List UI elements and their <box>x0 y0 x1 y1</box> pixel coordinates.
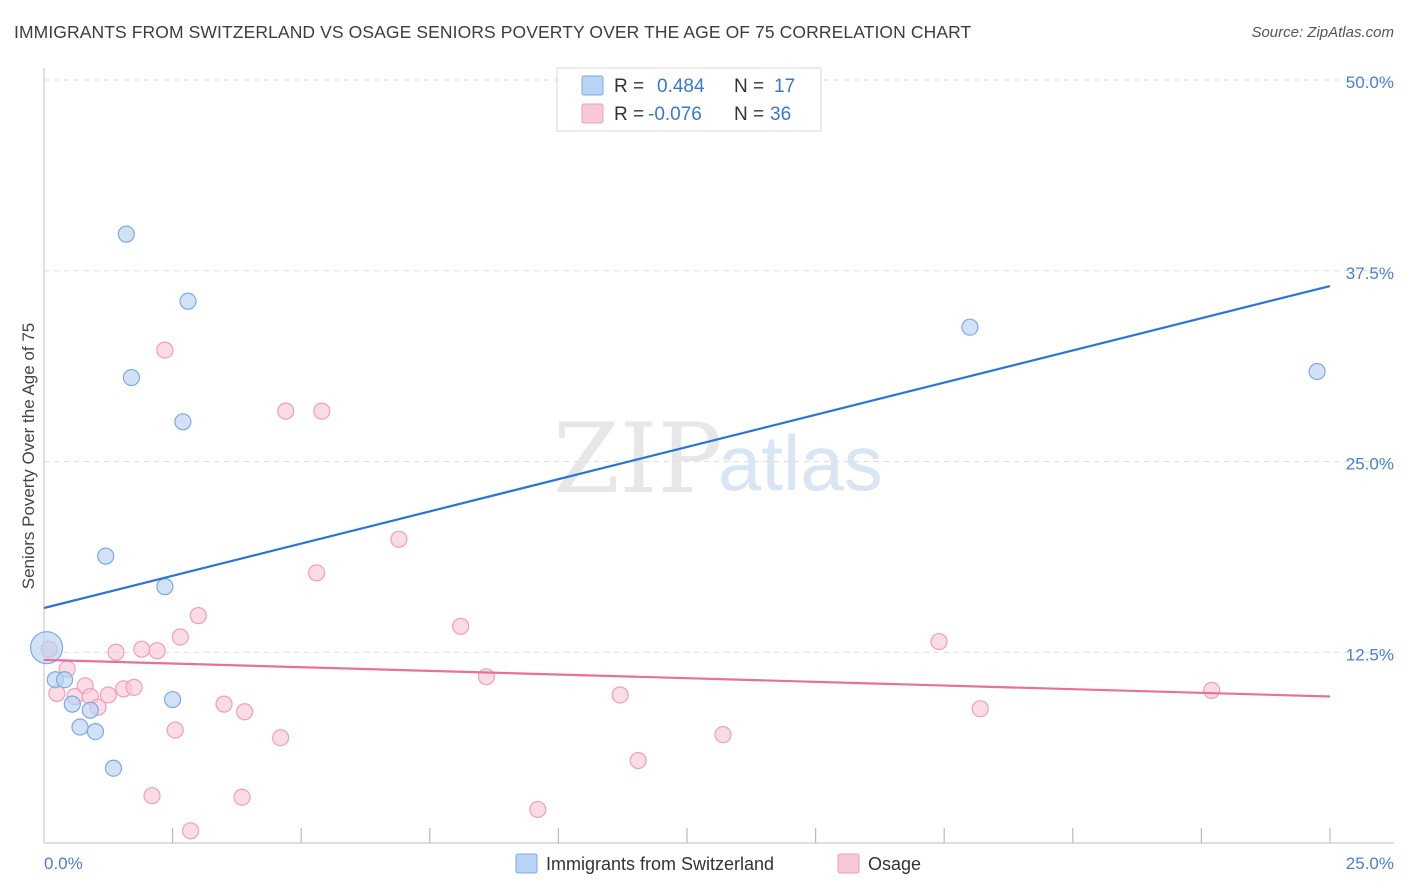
switzerland-point <box>97 547 115 565</box>
switzerland-trend-line <box>43 284 1331 610</box>
osage-point <box>308 564 326 582</box>
osage-point <box>477 668 495 686</box>
switzerland-point <box>179 292 197 310</box>
legend-pink-r-label: R = <box>614 104 644 125</box>
legend-pink-r-value: -0.076 <box>648 104 702 125</box>
series-legend-label-switzerland: Immigrants from Switzerland <box>546 854 774 874</box>
y-tick-label: 50.0% <box>1346 73 1394 92</box>
series-legend-swatch-pink <box>837 853 860 874</box>
osage-point <box>529 800 547 819</box>
switzerland-point <box>71 718 89 736</box>
osage-points <box>40 341 1221 840</box>
gridlines <box>44 79 1394 653</box>
switzerland-point <box>117 225 135 243</box>
osage-point <box>272 729 290 747</box>
stats-legend: R = 0.484 N = 17 R = -0.076 N = 36 <box>556 67 822 132</box>
series-legend: Immigrants from Switzerland Osage <box>515 853 921 874</box>
switzerland-point <box>164 690 182 709</box>
osage-point <box>182 822 200 840</box>
legend-swatch-pink <box>581 103 604 124</box>
osage-point <box>215 695 233 713</box>
osage-point <box>313 402 331 420</box>
legend-blue-r-value: 0.484 <box>657 76 705 97</box>
legend-blue-n-label: N = <box>734 76 764 97</box>
osage-point <box>156 341 174 359</box>
osage-point <box>189 607 207 625</box>
osage-point <box>629 751 647 770</box>
osage-point <box>277 402 295 420</box>
osage-point <box>390 530 408 548</box>
switzerland-point <box>1308 362 1326 381</box>
osage-point <box>148 642 166 660</box>
y-tick-labels: 12.5% 25.0% 37.5% 50.0% <box>1346 73 1394 664</box>
osage-point <box>99 686 117 704</box>
switzerland-point <box>63 695 81 713</box>
osage-point <box>233 788 251 806</box>
x-ticks <box>172 828 1331 843</box>
osage-point <box>107 643 125 661</box>
switzerland-point <box>961 318 979 336</box>
osage-point <box>714 726 732 744</box>
osage-trend-line <box>43 658 1331 698</box>
osage-point <box>452 617 470 635</box>
legend-blue-n-value: 17 <box>774 76 795 97</box>
osage-point <box>166 721 184 739</box>
osage-point <box>611 686 629 704</box>
y-tick-label: 25.0% <box>1346 455 1394 474</box>
series-legend-label-osage: Osage <box>868 854 921 874</box>
switzerland-point <box>104 759 123 777</box>
osage-point <box>171 628 189 646</box>
legend-blue-r-label: R = <box>614 76 644 97</box>
switzerland-point <box>29 631 64 665</box>
y-tick-label: 37.5% <box>1346 264 1394 283</box>
watermark: ZIP atlas <box>553 403 883 515</box>
series-legend-swatch-blue <box>515 853 538 874</box>
osage-point <box>133 640 151 658</box>
axes <box>43 68 1394 844</box>
osage-point <box>125 678 143 696</box>
x-tick-label-max: 25.0% <box>1346 854 1394 873</box>
legend-swatch-blue <box>581 75 604 96</box>
switzerland-point <box>156 578 174 596</box>
x-tick-label-min: 0.0% <box>44 854 83 873</box>
switzerland-point <box>122 368 141 387</box>
trend-lines <box>43 284 1331 698</box>
osage-point <box>1203 681 1221 700</box>
switzerland-point <box>81 701 99 719</box>
osage-point <box>971 700 989 718</box>
chart-title: IMMIGRANTS FROM SWITZERLAND VS OSAGE SEN… <box>14 22 972 42</box>
osage-point <box>143 787 161 805</box>
switzerland-points <box>29 225 1326 777</box>
osage-point <box>930 632 948 651</box>
source-label: Source: ZipAtlas.com <box>1251 24 1394 41</box>
switzerland-point <box>55 671 74 689</box>
legend-pink-n-value: 36 <box>770 104 791 125</box>
legend-pink-n-label: N = <box>734 104 764 125</box>
osage-point <box>236 703 254 721</box>
switzerland-point <box>86 723 105 741</box>
switzerland-point <box>174 413 192 431</box>
y-axis-label: Seniors Poverty Over the Age of 75 <box>19 323 38 589</box>
watermark-atlas: atlas <box>718 419 883 507</box>
y-tick-label: 12.5% <box>1346 645 1394 664</box>
